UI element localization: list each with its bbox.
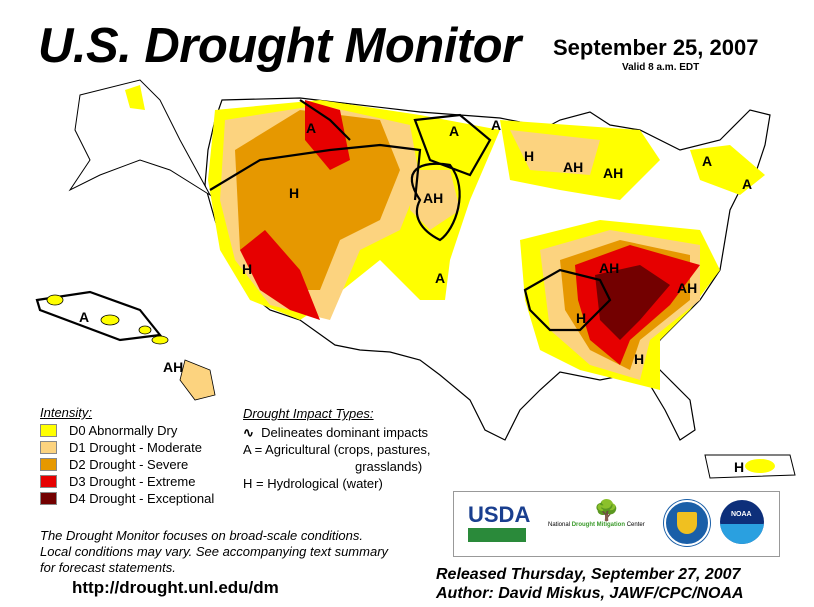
impact-line-label: Delineates dominant impacts — [261, 425, 429, 440]
note-line: for forecast statements. — [40, 560, 176, 575]
noaa-text: NOAA — [731, 511, 752, 518]
commerce-seal — [664, 500, 710, 546]
legend-item-d0: D0 Abnormally Dry — [40, 422, 214, 439]
d1-area-greatlakes — [510, 130, 600, 175]
impact-a-label: A = Agricultural (crops, pastures, — [243, 442, 431, 457]
usda-logo-field — [468, 528, 526, 542]
legend-item-d3: D3 Drought - Extreme — [40, 473, 214, 490]
map-label: A — [742, 176, 752, 192]
ndmc-text: Drought Mitigation — [571, 522, 626, 528]
map-label: AH — [563, 159, 583, 175]
map-label: H — [576, 310, 586, 326]
legend-item-d1: D1 Drought - Moderate — [40, 439, 214, 456]
ndmc-logo: National Drought Mitigation Center — [548, 522, 645, 528]
map-label: AH — [163, 359, 183, 375]
drought-areas — [208, 100, 765, 390]
note-line: Local conditions may vary. See accompany… — [40, 544, 389, 559]
usda-logo: USDA — [468, 502, 531, 527]
map-label: A — [435, 270, 445, 286]
impact-a-label-cont: grasslands) — [355, 459, 423, 474]
d1-area-dakota — [410, 170, 460, 230]
legend-label: D1 Drought - Moderate — [69, 440, 202, 455]
alaska-d0 — [125, 85, 145, 110]
map-label: AH — [677, 280, 697, 296]
impact-boundaries — [35, 99, 612, 342]
map-label: AH — [603, 165, 623, 181]
legend-item-d4: D4 Drought - Exceptional — [40, 490, 214, 507]
d0-swatch — [40, 424, 57, 437]
legend-label: D0 Abnormally Dry — [69, 423, 178, 438]
partner-logos: USDA National Drought Mitigation Center … — [453, 491, 780, 557]
valid-time: Valid 8 a.m. EDT — [622, 62, 700, 73]
map-label: AH — [599, 260, 619, 276]
note-line: The Drought Monitor focuses on broad-sca… — [40, 528, 364, 543]
impact-legend: Drought Impact Types: ∿ Delineates domin… — [243, 405, 431, 492]
map-label: A — [306, 120, 316, 136]
hawaii — [46, 294, 216, 401]
noaa-logo: NOAA — [720, 500, 764, 544]
intensity-legend: Intensity: D0 Abnormally Dry D1 Drought … — [40, 405, 214, 507]
d3-swatch — [40, 475, 57, 488]
map-label: A — [449, 123, 459, 139]
alaska — [68, 79, 212, 197]
ndmc-text: National — [548, 522, 571, 528]
impact-labels: A A A H AH AH A A H AH H A AH AH H H A A… — [79, 117, 752, 475]
author: Author: David Miskus, JAWF/CPC/NOAA — [436, 585, 744, 602]
map-label: A — [702, 153, 712, 169]
page-title: U.S. Drought Monitor — [38, 19, 521, 73]
ndmc-text: Center — [626, 522, 645, 528]
d1-swatch — [40, 441, 57, 454]
release-info: Released Thursday, September 27, 2007 Au… — [436, 565, 744, 603]
d2-swatch — [40, 458, 57, 471]
d4-swatch — [40, 492, 57, 505]
release-date: Released Thursday, September 27, 2007 — [436, 566, 741, 583]
map-label: A — [79, 309, 89, 325]
website-link[interactable]: http://drought.unl.edu/dm — [72, 578, 279, 597]
legend-item-d2: D2 Drought - Severe — [40, 456, 214, 473]
map-label: A — [491, 117, 501, 133]
map-label: H — [524, 148, 534, 164]
map-label: H — [734, 459, 744, 475]
map-label: H — [634, 351, 644, 367]
intensity-title: Intensity: — [40, 405, 93, 420]
map-label: H — [242, 261, 252, 277]
d0-area-northeast — [690, 145, 765, 195]
legend-label: D3 Drought - Extreme — [69, 474, 196, 489]
map-label: AH — [423, 190, 443, 206]
disclaimer-note: The Drought Monitor focuses on broad-sca… — [40, 528, 388, 576]
map-date: September 25, 2007 — [553, 35, 759, 60]
impact-title: Drought Impact Types: — [243, 406, 374, 421]
tree-icon: 🌳 — [594, 500, 619, 522]
impact-h-label: H = Hydrological (water) — [243, 476, 383, 491]
map-label: H — [289, 185, 299, 201]
legend-label: D2 Drought - Severe — [69, 457, 189, 472]
legend-label: D4 Drought - Exceptional — [69, 491, 215, 506]
boundary-line-icon: ∿ — [243, 425, 254, 440]
d3-area-west — [240, 230, 320, 320]
d4-area-southeast — [595, 265, 670, 340]
